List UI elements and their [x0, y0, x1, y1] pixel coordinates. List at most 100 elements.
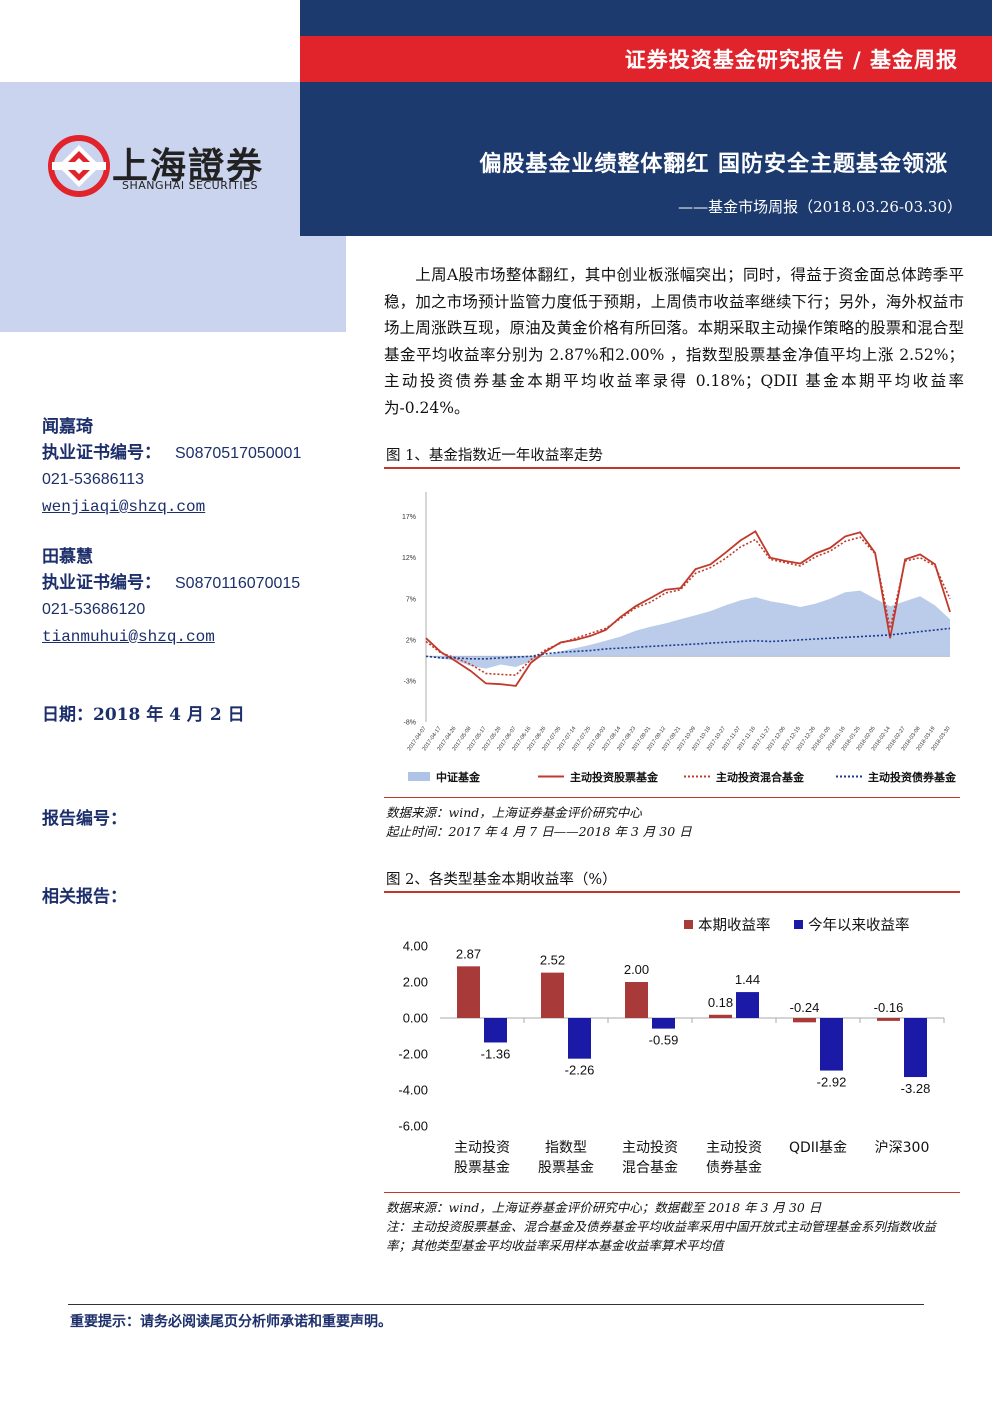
cert-number: S0870116070015	[175, 575, 301, 592]
y-tick-label: -2.00	[398, 1047, 428, 1062]
logo-english-text: SHANGHAI SECURITIES	[122, 179, 259, 192]
logo-chinese-text: 上海證券	[112, 145, 265, 187]
figure1-period: 起止时间：2017 年 4 月 7 日——2018 年 3 月 30 日	[386, 824, 692, 839]
intro-paragraph: 上周A股市场整体翻红，其中创业板涨幅突出；同时，得益于资金面总体跨季平稳，加之市…	[384, 262, 964, 421]
cert-label: 执业证书编号：	[42, 443, 161, 463]
legend-swatch	[794, 920, 803, 929]
bar-value-label: -3.28	[901, 1081, 931, 1096]
y-tick-label: -8%	[404, 720, 416, 727]
category-label: 股票基金	[538, 1159, 594, 1176]
y-tick-label: 2.00	[403, 975, 428, 990]
category-label: QDII基金	[789, 1139, 847, 1156]
bar-value-label: 2.00	[624, 962, 649, 977]
figure2-chart: 4.00 2.00 0.00 -2.00 -4.00 -6.00 2.87 -1.36 2.5…	[398, 917, 945, 1176]
bar	[904, 1018, 927, 1078]
bar-value-label: 2.87	[456, 946, 481, 961]
bar-value-label: -1.36	[481, 1046, 511, 1061]
bar	[568, 1018, 591, 1059]
analyst-1: 闻嘉琦 执业证书编号： S0870517050001 021-53686113 w…	[42, 414, 301, 520]
header-report-type-band: 证券投资基金研究报告 / 基金周报	[300, 36, 992, 82]
series-line	[425, 627, 951, 660]
category-label: 主动投资	[706, 1140, 762, 1156]
analyst-name: 田慕慧	[42, 547, 93, 567]
category-label: 指数型	[545, 1140, 587, 1156]
cert-label: 执业证书编号：	[42, 573, 161, 593]
category-label: 主动投资	[454, 1140, 510, 1156]
bar	[877, 1018, 900, 1021]
logo-emblem-icon	[48, 135, 110, 197]
related-reports-label: 相关报告：	[42, 887, 127, 907]
y-tick-label: -6.00	[398, 1119, 428, 1134]
bar	[652, 1018, 675, 1029]
legend-swatch	[684, 920, 693, 929]
legend-label: 本期收益率	[698, 917, 771, 934]
analyst-email-link[interactable]: tianmuhui@shzq.com	[42, 628, 215, 646]
legend-swatch	[408, 772, 430, 781]
report-type: 证券投资基金研究报告 / 基金周报	[624, 47, 958, 72]
figure1-plot-area	[425, 530, 951, 687]
figure1-x-ticks: 2017-04-072017-04-172017-04-262017-05-08…	[407, 726, 952, 752]
analyst-phone: 021-53686113	[42, 471, 145, 488]
figure2-source: 数据来源：wind，上海证券基金评价研究中心；数据截至 2018 年 3 月 3…	[386, 1200, 822, 1215]
y-tick-label: 2%	[406, 637, 416, 644]
bar-value-label: -0.24	[790, 1000, 820, 1015]
legend-label: 主动投资债券基金	[868, 770, 957, 784]
bar	[541, 972, 564, 1018]
series-line	[425, 530, 951, 687]
figure1-source: 数据来源：wind，上海证券基金评价研究中心	[386, 805, 642, 820]
cert-number: S0870517050001	[175, 445, 302, 462]
figure1-legend: 中证基金 主动投资股票基金 主动投资混合基金 主动投资债券基金	[408, 770, 957, 784]
bar-value-label: -2.26	[565, 1063, 595, 1078]
report-number-label: 报告编号：	[42, 809, 127, 829]
important-notice: 重要提示：请务必阅读尾页分析师承诺和重要声明。	[70, 1314, 392, 1330]
legend-label: 主动投资混合基金	[716, 770, 805, 784]
series-line	[425, 536, 951, 677]
analyst-2: 田慕慧 执业证书编号： S0870116070015 021-53686120 t…	[42, 544, 300, 650]
analyst-email-link[interactable]: wenjiaqi@shzq.com	[42, 498, 206, 516]
sub-title: ——基金市场周报（2018.03.26-03.30）	[678, 198, 962, 216]
report-date: 日期：2018 年 4 月 2 日	[42, 705, 245, 725]
analyst-phone: 021-53686120	[42, 601, 146, 618]
y-tick-label: 12%	[402, 555, 416, 562]
figure2-categories: 主动投资股票基金 指数型股票基金 主动投资混合基金 主动投资债券基金 QDII基金 沪深3…	[454, 1139, 929, 1176]
y-tick-label: 4.00	[403, 939, 428, 954]
left-panel-background	[0, 82, 346, 332]
category-label: 混合基金	[622, 1159, 678, 1176]
category-label: 主动投资	[622, 1140, 678, 1156]
intro-text: 上周A股市场整体翻红，其中创业板涨幅突出；同时，得益于资金面总体跨季平稳，加之市…	[384, 266, 964, 417]
category-label: 股票基金	[454, 1159, 510, 1176]
bar	[457, 966, 480, 1018]
figure1-bottom-rule	[384, 797, 960, 798]
series-area-zhongzheng	[426, 590, 950, 669]
y-tick-label: 17%	[402, 514, 416, 521]
figure1-title-rule	[384, 467, 960, 469]
bar	[820, 1018, 843, 1071]
bar-value-label: -0.59	[649, 1033, 679, 1048]
bar	[793, 1018, 816, 1023]
y-tick-label: 0.00	[403, 1011, 428, 1026]
figure2-axes: 4.00 2.00 0.00 -2.00 -4.00 -6.00	[398, 939, 945, 1134]
logo: 上海證券 SHANGHAI SECURITIES	[48, 135, 278, 205]
figure1-title: 图 1、基金指数近一年收益率走势	[386, 448, 603, 464]
bar	[484, 1018, 507, 1043]
bar	[709, 1014, 732, 1018]
figure2-legend: 本期收益率 今年以来收益率	[684, 917, 910, 934]
bar-value-label: 2.52	[540, 953, 565, 968]
y-tick-label: -3%	[404, 678, 416, 685]
figure2-title-rule	[384, 891, 960, 893]
bar-value-label: 1.44	[735, 972, 760, 987]
bar-value-label: 0.18	[708, 995, 733, 1010]
footer-rule	[68, 1304, 924, 1305]
main-title: 偏股基金业绩整体翻红 国防安全主题基金领涨	[479, 151, 948, 177]
figure2-note: 注：主动投资股票基金、混合基金及债券基金平均收益率采用中国开放式主动管理基金系列…	[386, 1219, 937, 1253]
title-band: 偏股基金业绩整体翻红 国防安全主题基金领涨 ——基金市场周报（2018.03.2…	[300, 82, 992, 236]
figure2-bars	[457, 966, 927, 1078]
bar-value-label: -0.16	[874, 1000, 904, 1015]
figure1-chart: 2017-04-072017-04-172017-04-262017-05-08…	[402, 492, 957, 784]
category-label: 沪深300	[875, 1140, 930, 1156]
bar	[736, 992, 759, 1018]
y-tick-label: 7%	[406, 596, 416, 603]
legend-label: 今年以来收益率	[808, 917, 910, 934]
figure2-bottom-rule	[384, 1192, 960, 1193]
header-top-band	[300, 0, 992, 36]
